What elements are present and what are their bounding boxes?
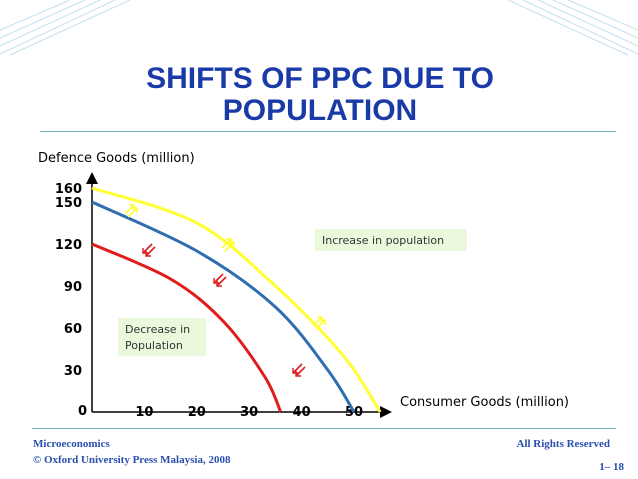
decrease-label-line1: Decrease in xyxy=(125,323,190,336)
shift-arrows xyxy=(124,204,326,377)
origin-label: 0 xyxy=(78,404,87,419)
shift-arrow-line xyxy=(224,241,235,252)
shift-arrow-line xyxy=(312,316,323,327)
y-tick-label: 150 xyxy=(55,196,82,211)
shift-arrow-line xyxy=(315,319,326,330)
footer-left-line2: © Oxford University Press Malaysia, 2008 xyxy=(33,454,231,466)
footer-right-line1: All Rights Reserved xyxy=(516,438,611,450)
increase-label-box xyxy=(315,229,467,251)
y-tick-label: 160 xyxy=(55,182,82,197)
shift-arrow-line xyxy=(145,246,156,257)
shift-arrow-head xyxy=(145,251,151,257)
y-tick-label: 90 xyxy=(64,280,82,295)
shift-arrow-line xyxy=(221,238,232,249)
x-axis-label: Consumer Goods (million) xyxy=(400,395,569,410)
shift-arrow-line xyxy=(216,276,227,287)
ppc-curve-series xyxy=(91,200,356,413)
shift-arrow-line xyxy=(295,366,306,377)
shift-arrow-line xyxy=(124,204,135,215)
shift-arrow-line xyxy=(127,207,138,218)
y-axis-label: Defence Goods (million) xyxy=(38,151,195,166)
y-tick-label: 60 xyxy=(64,322,82,337)
ppc-curve-series xyxy=(91,242,283,413)
decrease-label-box xyxy=(118,318,206,356)
x-tick-label: 10 xyxy=(135,405,153,420)
shift-arrow-head xyxy=(132,207,138,213)
increase-label: Increase in population xyxy=(322,234,444,247)
footer-rule xyxy=(32,428,616,429)
shift-arrow-line xyxy=(142,243,153,254)
shift-arrow-line xyxy=(213,273,224,284)
x-tick-label: 40 xyxy=(293,405,311,420)
x-tick-label: 20 xyxy=(188,405,206,420)
x-tick-label: 50 xyxy=(345,405,363,420)
shift-arrow-head xyxy=(229,241,235,247)
decrease-label-line2: Population xyxy=(125,339,183,352)
slide-title-line1: SHIFTS OF PPC DUE TO xyxy=(146,62,494,95)
shift-arrow-line xyxy=(292,363,303,374)
x-tick-label: 30 xyxy=(240,405,258,420)
slide-title-line2: POPULATION xyxy=(222,94,418,127)
shift-arrow-head xyxy=(320,319,326,325)
shift-arrow-head xyxy=(216,281,222,287)
footer-right-line2: 1– 18 xyxy=(599,461,624,473)
title-rule xyxy=(40,131,616,132)
shift-arrow-head xyxy=(295,371,301,377)
ppc-curve-series xyxy=(91,186,382,413)
y-tick-label: 30 xyxy=(64,364,82,379)
corner-decoration xyxy=(0,0,638,56)
y-tick-label: 120 xyxy=(55,238,82,253)
footer-left-line1: Microeconomics xyxy=(33,438,110,450)
